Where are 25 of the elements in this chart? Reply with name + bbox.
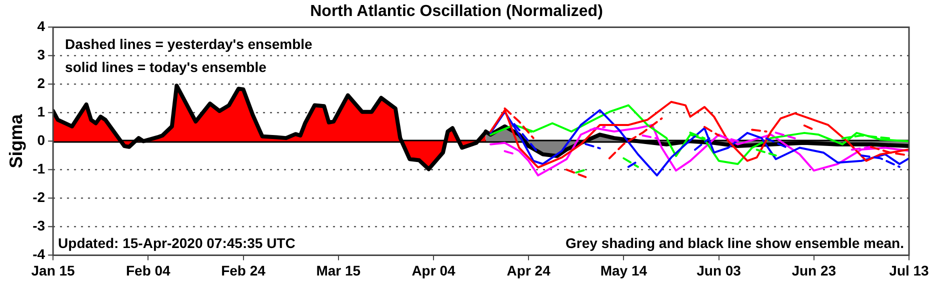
chart-title: North Atlantic Oscillation (Normalized) [310,3,603,20]
x-tick-label: Apr 04 [412,262,456,278]
y-tick-label: 1 [37,104,46,120]
y-tick-label: 0 [37,132,46,148]
x-tick-label: May 14 [600,262,648,278]
y-tick-label: -3 [32,218,46,234]
x-tick-label: Jun 03 [696,262,742,278]
x-tick-label: Jan 15 [31,262,76,278]
annotation: solid lines = today's ensemble [65,59,267,76]
x-tick-label: Feb 04 [126,262,171,278]
y-tick-label: 2 [37,75,46,92]
annotation: Dashed lines = yesterday's ensemble [65,36,313,52]
y-tick-label: -4 [32,246,46,262]
annotation: Updated: 15-Apr-2020 07:45:35 UTC [58,235,296,252]
x-tick-label: Feb 24 [221,262,266,278]
y-axis-title: Sigma [6,113,26,168]
x-tick-label: Mar 15 [316,262,361,278]
annotation: Grey shading and black line show ensemble mean. [566,235,904,252]
y-tick-label: 3 [37,46,46,63]
x-tick-label: Jun 23 [792,262,836,278]
x-tick-label: Apr 24 [506,262,551,278]
x-tick-label: Jul 13 [889,262,930,278]
y-tick-label: -2 [32,189,46,206]
y-tick-label: -1 [32,160,46,177]
y-tick-label: 4 [37,18,46,34]
